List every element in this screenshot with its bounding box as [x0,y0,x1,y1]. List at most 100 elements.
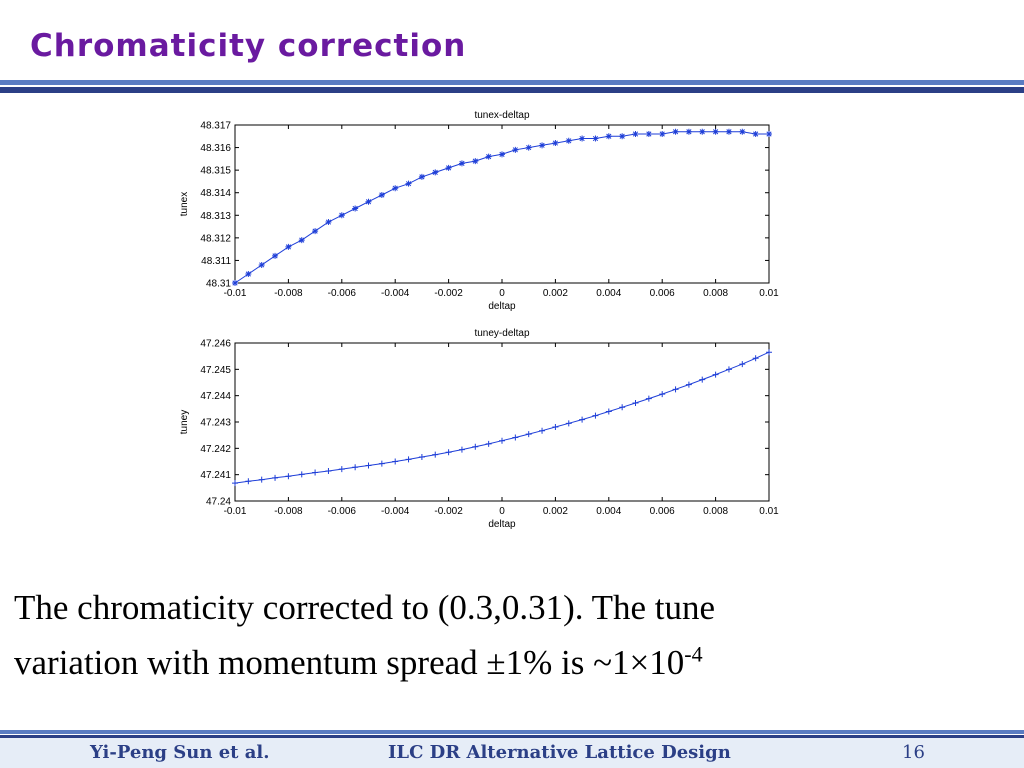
x-tick-label-2-8: 0.006 [650,506,675,517]
data-point-1-29 [619,133,626,140]
data-point-1-2 [258,261,265,268]
x-tick-label-2-2: -0.006 [328,506,357,517]
chart-title-1: tunex-deltap [474,110,529,121]
footer-title: ILC DR Alternative Lattice Design [388,742,731,763]
data-point-2-30 [632,400,639,407]
x-tick-label-2-5: 0 [499,506,505,517]
data-point-2-14 [418,454,425,461]
title-divider [0,80,1024,94]
data-point-1-35 [699,128,706,135]
data-point-1-32 [659,131,666,138]
data-point-2-22 [525,431,532,438]
data-point-2-23 [539,427,546,434]
slide-title: Chromaticity correction [30,28,467,64]
data-point-2-29 [619,404,626,411]
data-point-1-14 [418,173,425,180]
data-point-2-2 [258,476,265,483]
data-point-2-15 [432,451,439,458]
data-point-2-40 [766,349,772,356]
x-axis-label-1: deltap [488,301,516,312]
tune-charts: tunex-deltap -0.01 -0.008 -0.006 -0.004 -0.00… [179,110,779,530]
data-point-1-17 [458,160,465,167]
data-point-2-33 [672,386,679,393]
data-point-1-27 [592,135,599,142]
y-tick-label-1-6: 48.316 [200,143,231,154]
data-point-1-19 [485,153,492,160]
data-point-1-24 [552,140,559,147]
body-text: The chromaticity corrected to (0.3,0.31)… [14,580,1004,690]
data-point-2-9 [352,464,359,471]
x-tick-label-1-2: -0.006 [328,288,357,299]
data-point-1-21 [512,146,519,153]
data-point-1-6 [312,228,319,235]
x-tick-label-2-0: -0.01 [224,506,247,517]
data-point-1-3 [272,252,279,259]
data-point-2-5 [298,471,305,478]
data-point-2-3 [272,474,279,481]
data-point-1-26 [579,135,586,142]
data-point-1-11 [378,191,385,198]
data-point-1-16 [445,164,452,171]
x-tick-label-1-0: -0.01 [224,288,247,299]
data-point-2-37 [725,366,732,373]
x-tick-label-1-3: -0.004 [381,288,410,299]
data-point-2-10 [365,462,372,469]
data-point-2-31 [645,395,652,402]
body-exponent: -4 [684,641,703,667]
data-point-2-25 [565,420,572,427]
x-tick-label-1-10: 0.01 [759,288,779,299]
x-tick-label-1-4: -0.002 [434,288,463,299]
data-point-2-4 [285,473,292,480]
x-tick-label-1-5: 0 [499,288,505,299]
data-point-1-37 [725,128,732,135]
x-tick-label-2-9: 0.008 [703,506,728,517]
data-point-1-40 [766,131,772,138]
data-point-1-23 [539,142,546,149]
plot-frame-2 [234,342,770,502]
y-tick-label-1-5: 48.315 [200,166,231,177]
chart-title-2: tuney-deltap [474,328,529,339]
y-tick-label-1-3: 48.313 [200,211,231,222]
y-axis-label-1: tunex [179,192,190,216]
data-point-2-7 [325,467,332,474]
y-tick-label-1-2: 48.312 [200,233,231,244]
data-point-2-6 [312,469,319,476]
data-point-2-39 [752,355,759,362]
x-tick-label-2-4: -0.002 [434,506,463,517]
footer-divider [0,730,1024,738]
data-point-2-12 [392,458,399,465]
y-tick-label-2-5: 47.245 [200,365,231,376]
data-point-2-16 [445,449,452,456]
x-tick-label-2-10: 0.01 [759,506,779,517]
y-tick-label-2-3: 47.243 [200,418,231,429]
data-point-2-34 [685,381,692,388]
data-point-1-22 [525,144,532,151]
data-point-2-19 [485,440,492,447]
data-point-1-25 [565,137,572,144]
data-point-1-36 [712,128,719,135]
data-point-2-21 [512,434,519,441]
data-point-2-1 [245,478,252,485]
data-point-2-28 [605,408,612,415]
data-point-1-34 [685,128,692,135]
y-tick-label-2-1: 47.241 [200,470,231,481]
data-point-1-28 [605,133,612,140]
data-point-2-36 [712,371,719,378]
data-point-2-27 [592,412,599,419]
x-tick-label-2-7: 0.004 [596,506,621,517]
data-point-1-31 [645,131,652,138]
x-tick-label-2-3: -0.004 [381,506,410,517]
data-point-1-39 [752,131,759,138]
data-point-2-26 [579,416,586,423]
x-tick-label-1-9: 0.008 [703,288,728,299]
body-line-2: variation with momentum spread ±1% is ~1… [14,643,685,682]
y-tick-label-2-6: 47.246 [200,339,231,350]
data-point-1-20 [499,151,505,158]
body-line-1: The chromaticity corrected to (0.3,0.31)… [14,588,716,627]
y-tick-label-1-1: 48.311 [201,256,231,267]
page-number: 16 [902,742,925,763]
y-tick-label-1-0: 48.31 [206,279,231,290]
x-axis-label-2: deltap [488,519,516,530]
y-tick-label-1-4: 48.314 [200,188,231,199]
data-point-1-7 [325,219,332,226]
